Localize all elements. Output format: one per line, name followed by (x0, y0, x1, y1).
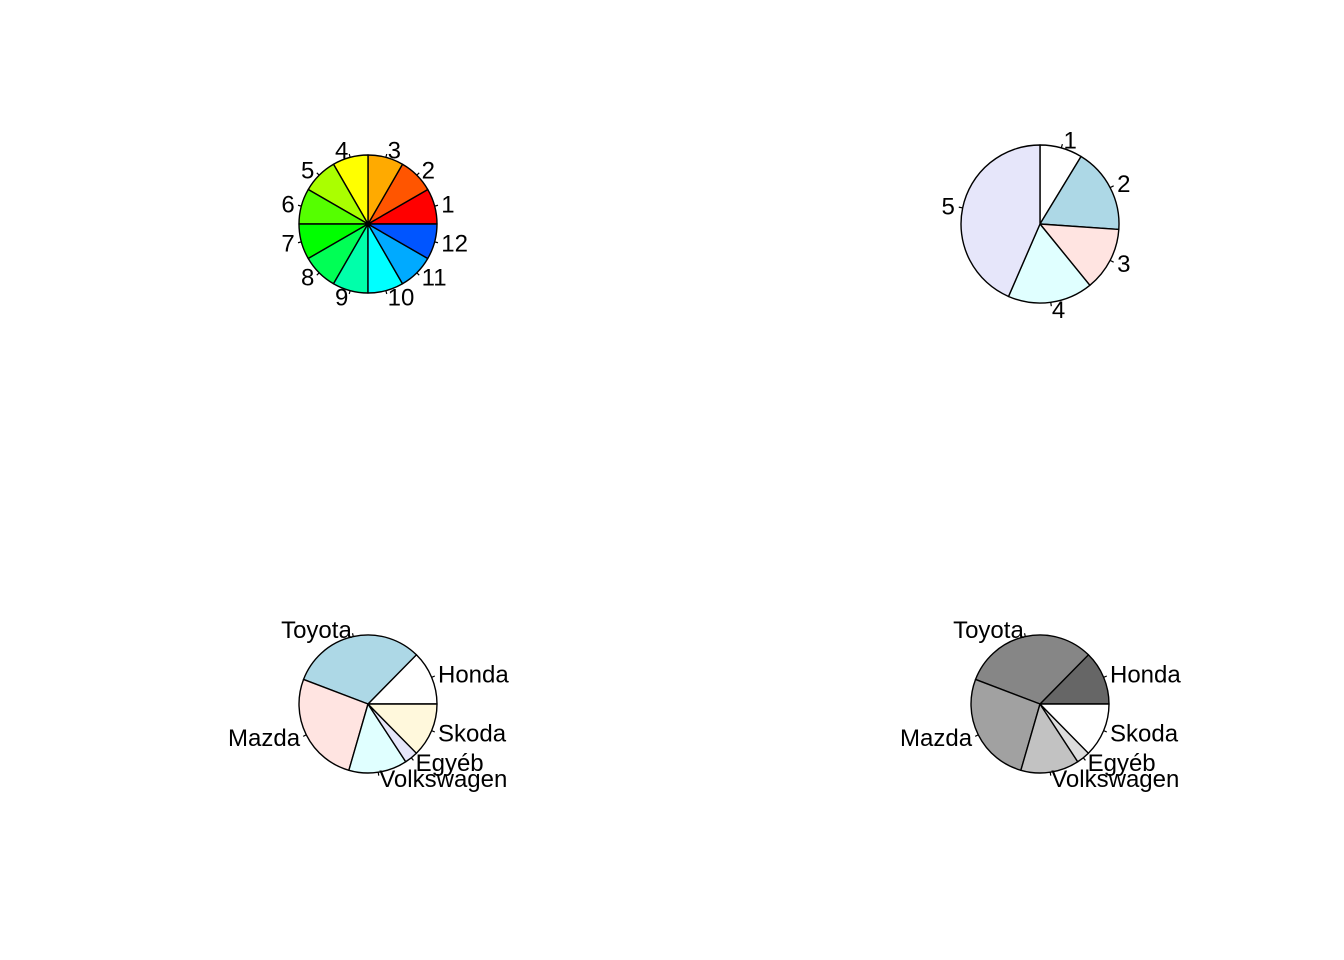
slice-label: Toyota (953, 617, 1024, 644)
slice-label: 11 (422, 265, 447, 292)
pie-slice (302, 634, 418, 705)
slice-tick (431, 675, 436, 678)
slice-label: 3 (388, 138, 401, 165)
slice-tick (410, 757, 414, 761)
slice-label: 1 (441, 191, 454, 218)
pie-slice (298, 678, 369, 771)
pie-slice (348, 703, 407, 774)
slice-tick (1103, 675, 1108, 678)
slice-label: Skoda (1110, 720, 1179, 747)
slice-tick (434, 241, 439, 244)
slice-label: 4 (335, 138, 348, 165)
slice-label: Volkswagen (1051, 766, 1179, 793)
slice-tick (316, 272, 320, 276)
slice-label: 8 (301, 265, 314, 292)
slice-label: 9 (335, 284, 348, 311)
slice-tick (1023, 633, 1026, 637)
slice-tick (1082, 757, 1086, 761)
slice-label: Toyota (281, 617, 352, 644)
slice-tick (1103, 730, 1108, 733)
slice-tick (385, 153, 388, 158)
pie-slice (1039, 703, 1110, 754)
slice-tick (297, 241, 302, 244)
slice-tick (1049, 772, 1052, 776)
slice-label: 4 (1052, 297, 1065, 324)
slice-tick (416, 272, 420, 276)
slice-tick (431, 730, 436, 733)
slice-tick (351, 633, 354, 637)
slice-tick (1060, 143, 1063, 149)
slice-tick (1050, 302, 1052, 307)
slice-tick (434, 204, 439, 207)
slice-tick (348, 290, 351, 295)
slice-label: 12 (441, 231, 468, 258)
slice-label: Mazda (900, 725, 973, 752)
slice-tick (316, 172, 320, 176)
slice-label: Honda (438, 662, 509, 689)
slice-label: 6 (281, 191, 294, 218)
pie-slice (1039, 223, 1120, 286)
pie-slice (960, 144, 1041, 298)
slice-tick (302, 734, 307, 737)
slice-tick (1109, 259, 1114, 263)
pie-slice (1020, 703, 1079, 774)
pie-slice (367, 703, 438, 754)
slice-label: Mazda (228, 725, 301, 752)
slice-label: 5 (942, 193, 955, 220)
slice-tick (416, 172, 420, 176)
pie-slice (974, 634, 1090, 705)
slice-tick (974, 734, 979, 737)
slice-label: 5 (301, 157, 314, 184)
slice-label: Egyéb (416, 750, 484, 777)
slice-tick (297, 204, 302, 207)
slice-label: Skoda (438, 720, 507, 747)
slice-label: 7 (281, 231, 294, 258)
slice-label: 1 (1063, 127, 1076, 154)
slice-tick (348, 153, 351, 158)
slice-label: 3 (1117, 251, 1130, 278)
slice-label: Egyéb (1088, 750, 1156, 777)
slice-label: Volkswagen (379, 766, 507, 793)
slice-label: Honda (1110, 662, 1181, 689)
slice-tick (385, 290, 388, 295)
slice-tick (377, 772, 380, 776)
slice-tick (958, 206, 963, 209)
pie-slice (970, 678, 1041, 771)
slice-tick (1109, 185, 1114, 189)
slice-label: 2 (1117, 171, 1130, 198)
pie-chart-2: 1 2 3 4 5 (942, 127, 1131, 324)
slice-label: 2 (422, 157, 435, 184)
slice-label: 10 (388, 284, 415, 311)
